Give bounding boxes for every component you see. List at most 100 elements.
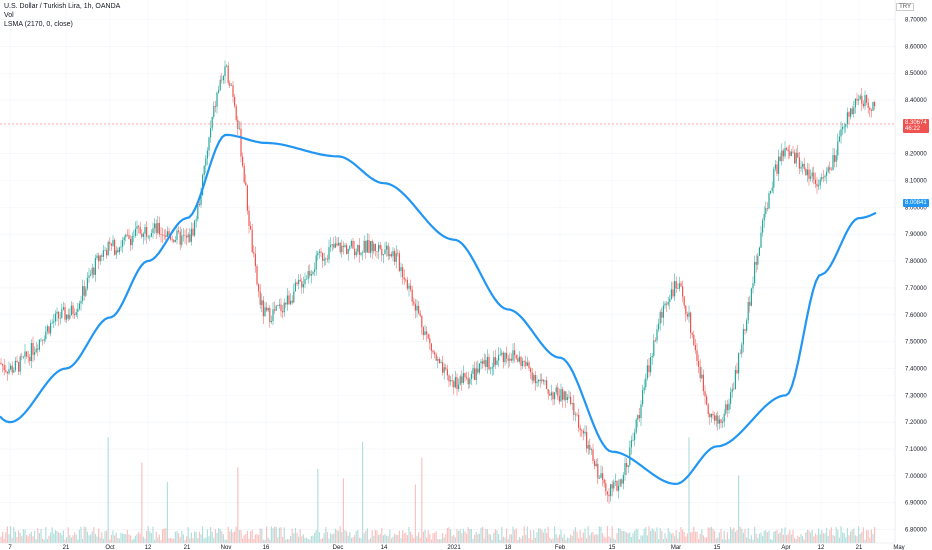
y-tick-label: 8.40000 [905,98,927,104]
candle-body [99,255,101,262]
volume-bar [630,537,632,543]
volume-bar [443,537,445,543]
candle-body [163,235,165,236]
volume-bar [333,533,335,543]
volume-bar [840,526,842,543]
candle-body [312,271,314,275]
volume-bar [590,532,592,543]
indicator-label[interactable]: LSMA (2170, 0, close) [4,21,73,28]
candle-body [330,245,332,248]
volume-bar [331,534,333,543]
volume-bar [264,539,266,543]
candle-body [536,381,538,384]
candle-body [690,312,692,333]
candle-body [733,388,735,390]
candle-body [602,473,604,480]
time-axis[interactable]: 7 21 Oct 12 21 Nov 16 Dec 14 2021 18 Feb 15 Mar 15 Apr 1… [0,542,905,550]
candle-body [544,380,546,382]
candle-body [347,248,349,254]
candle-body [650,357,652,373]
candle-body [262,300,264,317]
candle-body [533,374,535,381]
price-axis[interactable]: 8.700008.600008.500008.400008.300008.200… [894,0,932,550]
candle-body [256,266,258,285]
candle-body [341,245,343,253]
volume-bar [709,527,711,543]
candle-body [774,164,776,169]
volume-bar [530,530,532,543]
candle-body [421,315,423,328]
volume-bar [802,536,804,543]
candle-body [754,262,756,284]
candle-body [238,128,240,130]
volume-bar [456,529,458,543]
volume-bar [160,539,162,543]
symbol-title[interactable]: U.S. Dollar / Turkish Lira, 1h, OANDA [4,3,121,10]
candle-body [858,99,860,101]
x-tick-label: 21 [63,545,70,550]
volume-bar [48,535,50,543]
volume-bar [128,534,130,543]
candle-body [357,245,359,252]
candle-body [218,90,220,93]
candle-body [328,247,330,260]
volume-bar [453,534,455,543]
volume-bar [502,536,504,543]
candle-body [264,307,266,317]
candle-body [240,128,242,157]
candle-body [349,246,351,249]
candle-body [434,352,436,355]
candle-body [58,311,60,319]
candle-body [224,66,226,77]
candle-body [547,389,549,394]
candle-body [619,479,621,486]
volume-bar [133,538,135,543]
volume-bar [189,538,191,543]
candle-body [787,149,789,152]
candle-body [725,404,727,414]
candle-body [669,298,671,302]
candle-body [216,92,218,107]
candle-body [381,248,383,256]
candle-body [194,220,196,236]
volume-bar [213,537,215,543]
volume-bar [136,534,138,543]
candle-body [589,445,591,450]
candle-body [760,232,762,248]
candle-body [62,307,64,310]
candle-body [350,240,352,247]
candle-body [696,350,698,361]
candle-body [832,155,834,170]
volume-bar [643,528,645,543]
candle-body [405,279,407,281]
volume-bar [714,530,716,543]
volume-bar [125,534,127,543]
y-tick-label: 8.00000 [905,205,927,211]
volume-bar [62,530,64,543]
volume-bar [549,537,551,543]
candle-body [835,155,837,162]
volume-bar [317,468,319,543]
volume-bar [109,539,111,543]
volume-label[interactable]: Vol [4,12,14,19]
volume-bar [384,534,386,543]
volume-bar [550,539,552,543]
candle-body [477,368,479,373]
volume-bar [872,533,874,543]
candle-body [22,356,24,358]
candle-body [339,242,341,253]
volume-bar [355,531,357,543]
candle-body [805,168,807,176]
candle-body [525,361,527,366]
volume-bar [302,534,304,543]
volume-bar [618,527,620,543]
volume-bar [670,533,672,543]
candle-body [411,289,413,302]
volume-bar [394,533,396,543]
volume-bar [706,537,708,543]
candle-body [178,230,180,232]
candle-body [222,76,224,81]
volume-bar [435,531,437,543]
volume-bar [421,457,423,543]
